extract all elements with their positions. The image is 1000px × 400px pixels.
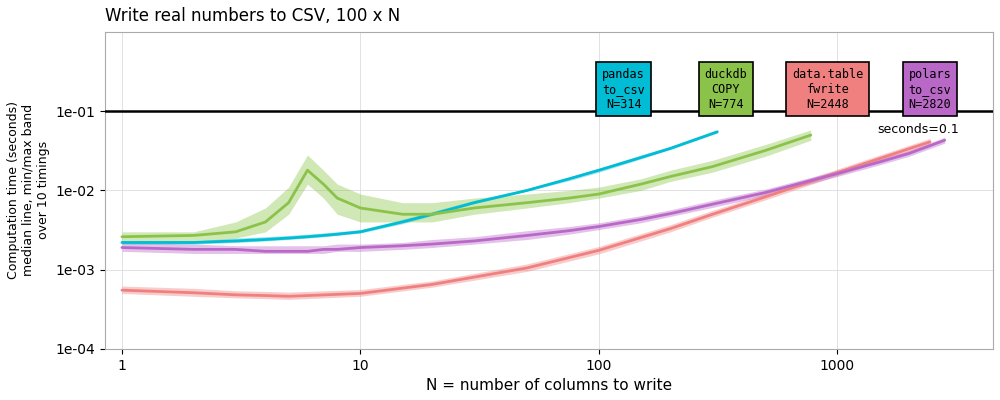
Text: data.table
fwrite
N=2448: data.table fwrite N=2448 bbox=[792, 68, 864, 110]
Text: Write real numbers to CSV, 100 x N: Write real numbers to CSV, 100 x N bbox=[105, 7, 400, 25]
Text: pandas
to_csv
N=314: pandas to_csv N=314 bbox=[602, 68, 645, 110]
Text: duckdb
COPY
N=774: duckdb COPY N=774 bbox=[704, 68, 747, 110]
X-axis label: N = number of columns to write: N = number of columns to write bbox=[426, 378, 672, 393]
Text: polars
to_csv
N=2820: polars to_csv N=2820 bbox=[909, 68, 951, 110]
Text: seconds=0.1: seconds=0.1 bbox=[878, 122, 959, 136]
Y-axis label: Computation time (seconds)
median line, min/max band
over 10 timings: Computation time (seconds) median line, … bbox=[7, 102, 50, 280]
